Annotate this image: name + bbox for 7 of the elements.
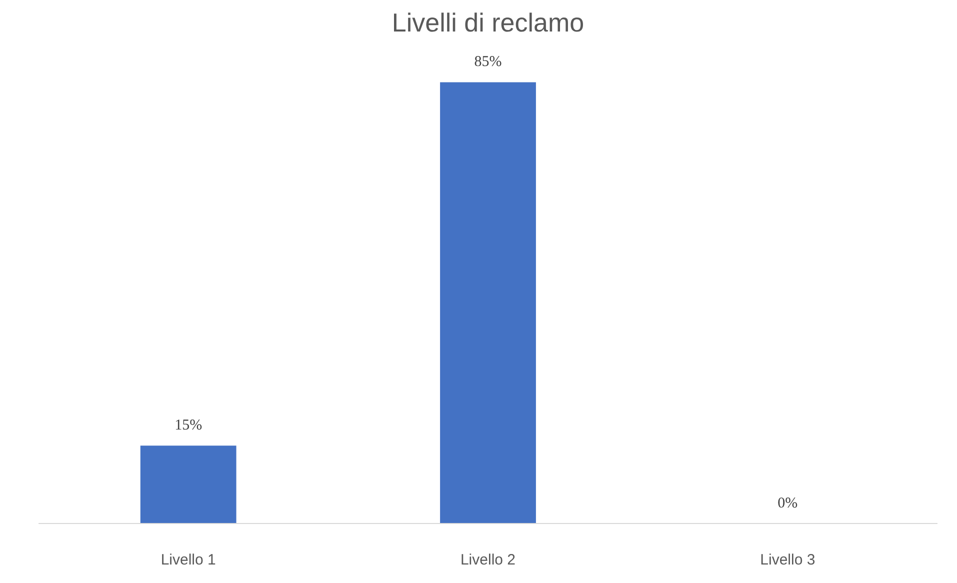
data-label: 15% xyxy=(174,418,202,434)
x-tick-label: Livello 1 xyxy=(160,552,216,568)
x-tick-label: Livello 3 xyxy=(760,552,816,568)
x-tick-label: Livello 2 xyxy=(460,552,516,568)
data-label: 0% xyxy=(778,496,798,512)
chart-title: Livelli di reclamo xyxy=(392,8,584,38)
data-label: 85% xyxy=(474,54,502,70)
